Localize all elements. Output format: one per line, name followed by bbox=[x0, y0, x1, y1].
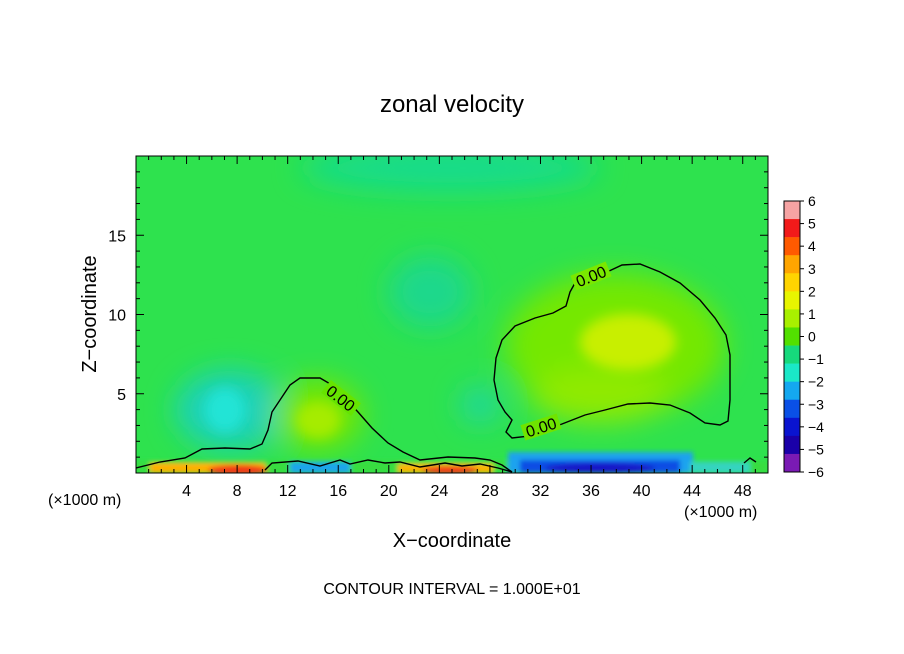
colorbar-tick-label: 5 bbox=[808, 216, 816, 232]
x-axis: 4 8 12 16 20 24 28 32 36 40 44 48 bbox=[148, 156, 756, 500]
x-tick-label: 16 bbox=[329, 483, 347, 500]
y-axis-title: Z−coordinate bbox=[79, 255, 101, 372]
x-tick-label: 40 bbox=[633, 483, 651, 500]
colorbar-tick-label: −4 bbox=[808, 419, 824, 435]
surface-positive-mid bbox=[422, 466, 478, 473]
x-unit-label-left: (×1000 m) bbox=[48, 492, 121, 509]
surface-layer bbox=[136, 452, 768, 473]
colorbar-swatch bbox=[784, 273, 800, 292]
colorbar: 6 5 4 3 2 1 0 −1 −2 −3 −4 −5 −6 bbox=[783, 193, 824, 480]
x-tick-label: 20 bbox=[380, 483, 398, 500]
colorbar-swatch bbox=[784, 255, 800, 274]
colorbar-tick-label: 6 bbox=[808, 193, 816, 209]
colorbar-swatch bbox=[784, 201, 800, 220]
colorbar-swatch bbox=[784, 399, 800, 419]
x-tick-label: 36 bbox=[582, 483, 600, 500]
colorbar-swatch bbox=[784, 309, 800, 328]
y-tick-label: 5 bbox=[117, 387, 126, 404]
x-tick-label: 24 bbox=[430, 483, 448, 500]
colorbar-swatch bbox=[784, 327, 800, 346]
colorbar-tick-label: −6 bbox=[808, 464, 824, 480]
y-axis: 5 10 15 bbox=[108, 171, 768, 458]
colorbar-swatch bbox=[784, 219, 800, 238]
colorbar-swatch bbox=[784, 237, 800, 256]
colorbar-swatch bbox=[784, 417, 800, 437]
colorbar-tick-label: −2 bbox=[808, 374, 824, 390]
x-tick-label: 4 bbox=[182, 483, 191, 500]
colorbar-swatch bbox=[784, 363, 800, 382]
x-axis-title: X−coordinate bbox=[393, 530, 511, 552]
positive-core-west bbox=[296, 402, 340, 438]
colorbar-tick-label: 4 bbox=[808, 238, 816, 254]
x-tick-label: 48 bbox=[734, 483, 752, 500]
chart-title: zonal velocity bbox=[380, 91, 524, 118]
y-tick-label: 15 bbox=[108, 228, 126, 245]
colorbar-tick-label: 2 bbox=[808, 283, 816, 299]
x-tick-label: 32 bbox=[532, 483, 550, 500]
colorbar-swatch bbox=[784, 291, 800, 310]
colorbar-tick-label: 3 bbox=[808, 261, 816, 277]
y-tick-label: 10 bbox=[108, 308, 126, 325]
negative-patch-top bbox=[300, 156, 600, 192]
x-unit-label-right: (×1000 m) bbox=[684, 504, 757, 521]
zero-contours bbox=[136, 263, 757, 473]
x-tick-label: 44 bbox=[683, 483, 701, 500]
colorbar-swatch bbox=[784, 453, 800, 473]
positive-core-east bbox=[580, 314, 676, 370]
colorbar-tick-label: −1 bbox=[808, 351, 824, 367]
plot-field bbox=[136, 156, 768, 473]
negative-patch-mid bbox=[388, 256, 472, 328]
surface-positive-west bbox=[208, 465, 268, 473]
x-tick-label: 12 bbox=[279, 483, 297, 500]
colorbar-swatch bbox=[784, 381, 800, 401]
colorbar-tick-label: 1 bbox=[808, 306, 816, 322]
colorbar-swatch bbox=[784, 345, 800, 364]
x-tick-label: 28 bbox=[481, 483, 499, 500]
colorbar-tick-label: −5 bbox=[808, 441, 824, 457]
x-tick-label: 8 bbox=[233, 483, 242, 500]
contour-east-corner bbox=[743, 457, 757, 464]
colorbar-swatch bbox=[784, 435, 800, 455]
colorbar-tick-label: −3 bbox=[808, 396, 824, 412]
contour-east bbox=[493, 263, 731, 439]
contour-interval-note: CONTOUR INTERVAL = 1.000E+01 bbox=[323, 581, 580, 598]
colorbar-tick-label: 0 bbox=[808, 329, 816, 345]
contour-west bbox=[136, 377, 513, 473]
